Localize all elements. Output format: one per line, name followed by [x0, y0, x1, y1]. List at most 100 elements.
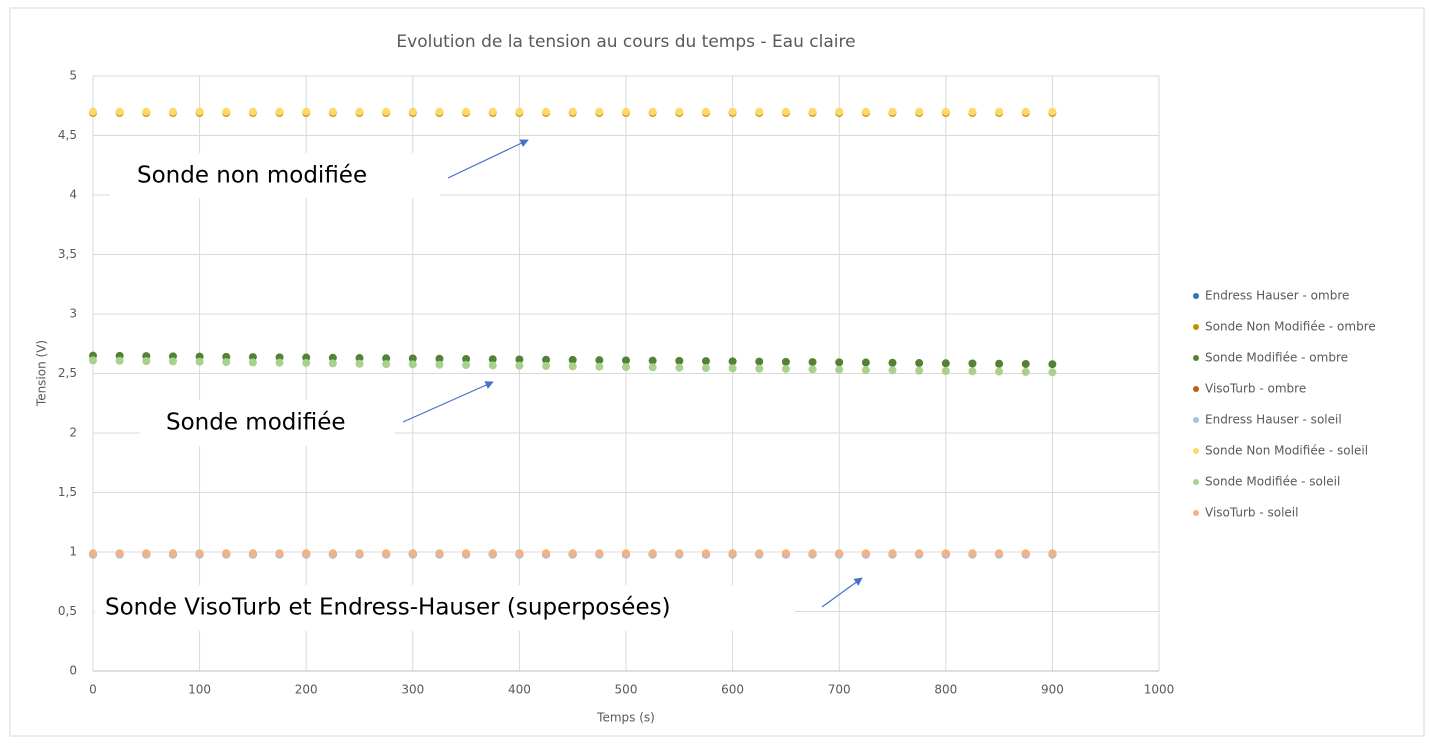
- data-point: [941, 549, 950, 558]
- y-tick-label: 4: [69, 188, 77, 202]
- legend-label: Endress Hauser - ombre: [1205, 289, 1349, 303]
- y-tick-label: 3: [69, 307, 77, 321]
- data-point: [835, 107, 844, 116]
- plot-area: [89, 107, 1057, 559]
- data-point: [355, 549, 364, 558]
- legend-label: Sonde Modifiée - ombre: [1205, 351, 1348, 365]
- x-tick-label: 0: [89, 683, 97, 697]
- arrow: [821, 577, 863, 608]
- legend-marker: [1193, 448, 1199, 454]
- data-point: [328, 549, 337, 558]
- y-tick-label: 0,5: [58, 604, 77, 618]
- data-point: [1021, 367, 1030, 376]
- data-point: [355, 107, 364, 116]
- data-point: [382, 549, 391, 558]
- data-point: [995, 549, 1004, 558]
- data-point: [1021, 107, 1030, 116]
- data-point: [861, 366, 870, 375]
- data-point: [382, 107, 391, 116]
- annotation: Sonde modifiée: [166, 410, 346, 436]
- data-point: [542, 362, 551, 371]
- data-point: [302, 359, 311, 368]
- data-point: [462, 361, 471, 370]
- data-point: [915, 107, 924, 116]
- data-point: [675, 356, 684, 365]
- data-point: [808, 358, 817, 367]
- data-point: [115, 356, 124, 365]
- legend-label: Sonde Modifiée - soleil: [1205, 475, 1340, 489]
- x-tick-label: 300: [401, 683, 424, 697]
- data-point: [1048, 368, 1057, 377]
- legend-label: VisoTurb - soleil: [1205, 506, 1298, 520]
- data-point: [515, 549, 524, 558]
- y-tick-label: 4,5: [58, 128, 77, 142]
- data-point: [488, 361, 497, 370]
- data-point: [515, 361, 524, 370]
- legend-marker: [1193, 355, 1199, 361]
- data-point: [941, 107, 950, 116]
- data-point: [168, 549, 177, 558]
- data-point: [408, 360, 417, 369]
- data-point: [728, 357, 737, 366]
- annotation-box: [140, 400, 395, 446]
- data-point: [222, 358, 231, 367]
- data-point: [1048, 549, 1057, 558]
- data-point: [89, 356, 97, 365]
- data-point: [622, 549, 630, 558]
- data-point: [435, 107, 444, 116]
- data-point: [275, 358, 284, 367]
- y-tick-label: 2: [69, 426, 77, 440]
- data-point: [622, 107, 630, 116]
- data-point: [701, 107, 710, 116]
- data-point: [382, 354, 391, 363]
- data-point: [835, 358, 844, 367]
- data-point: [568, 362, 577, 371]
- data-point: [728, 107, 737, 116]
- x-tick-label: 600: [721, 683, 744, 697]
- data-point: [222, 549, 231, 558]
- chart-title: Evolution de la tension au cours du temp…: [396, 32, 855, 52]
- data-point: [1048, 107, 1057, 116]
- y-tick-label: 3,5: [58, 247, 77, 261]
- data-point: [701, 549, 710, 558]
- legend-label: Sonde Non Modifiée - soleil: [1205, 444, 1368, 458]
- data-point: [1021, 549, 1030, 558]
- data-point: [675, 549, 684, 558]
- x-tick-label: 500: [615, 683, 638, 697]
- data-point: [462, 354, 471, 363]
- data-point: [302, 107, 311, 116]
- y-tick-label: 5: [69, 69, 77, 83]
- data-point: [248, 549, 257, 558]
- legend-label: Endress Hauser - soleil: [1205, 413, 1342, 427]
- data-point: [515, 355, 524, 364]
- data-point: [755, 549, 764, 558]
- data-point: [515, 107, 524, 116]
- data-point: [701, 357, 710, 366]
- data-point: [355, 359, 364, 368]
- data-point: [648, 107, 657, 116]
- data-point: [888, 549, 897, 558]
- x-tick-label: 700: [828, 683, 851, 697]
- data-point: [142, 549, 151, 558]
- data-point: [941, 367, 950, 376]
- annotation-box: [110, 153, 440, 198]
- data-point: [488, 355, 497, 364]
- annotation: Sonde VisoTurb et Endress-Hauser (superp…: [105, 595, 671, 621]
- data-point: [168, 357, 177, 366]
- x-tick-label: 800: [934, 683, 957, 697]
- data-point: [835, 365, 844, 374]
- x-tick-label: 200: [295, 683, 318, 697]
- x-tick-label: 900: [1041, 683, 1064, 697]
- x-axis-label: Temps (s): [596, 711, 655, 725]
- data-point: [781, 107, 790, 116]
- data-point: [408, 549, 417, 558]
- data-point: [195, 107, 204, 116]
- x-tick-label: 1000: [1144, 683, 1175, 697]
- data-point: [595, 362, 604, 371]
- data-point: [542, 355, 551, 364]
- data-point: [675, 107, 684, 116]
- data-point: [728, 364, 737, 373]
- data-point: [435, 549, 444, 558]
